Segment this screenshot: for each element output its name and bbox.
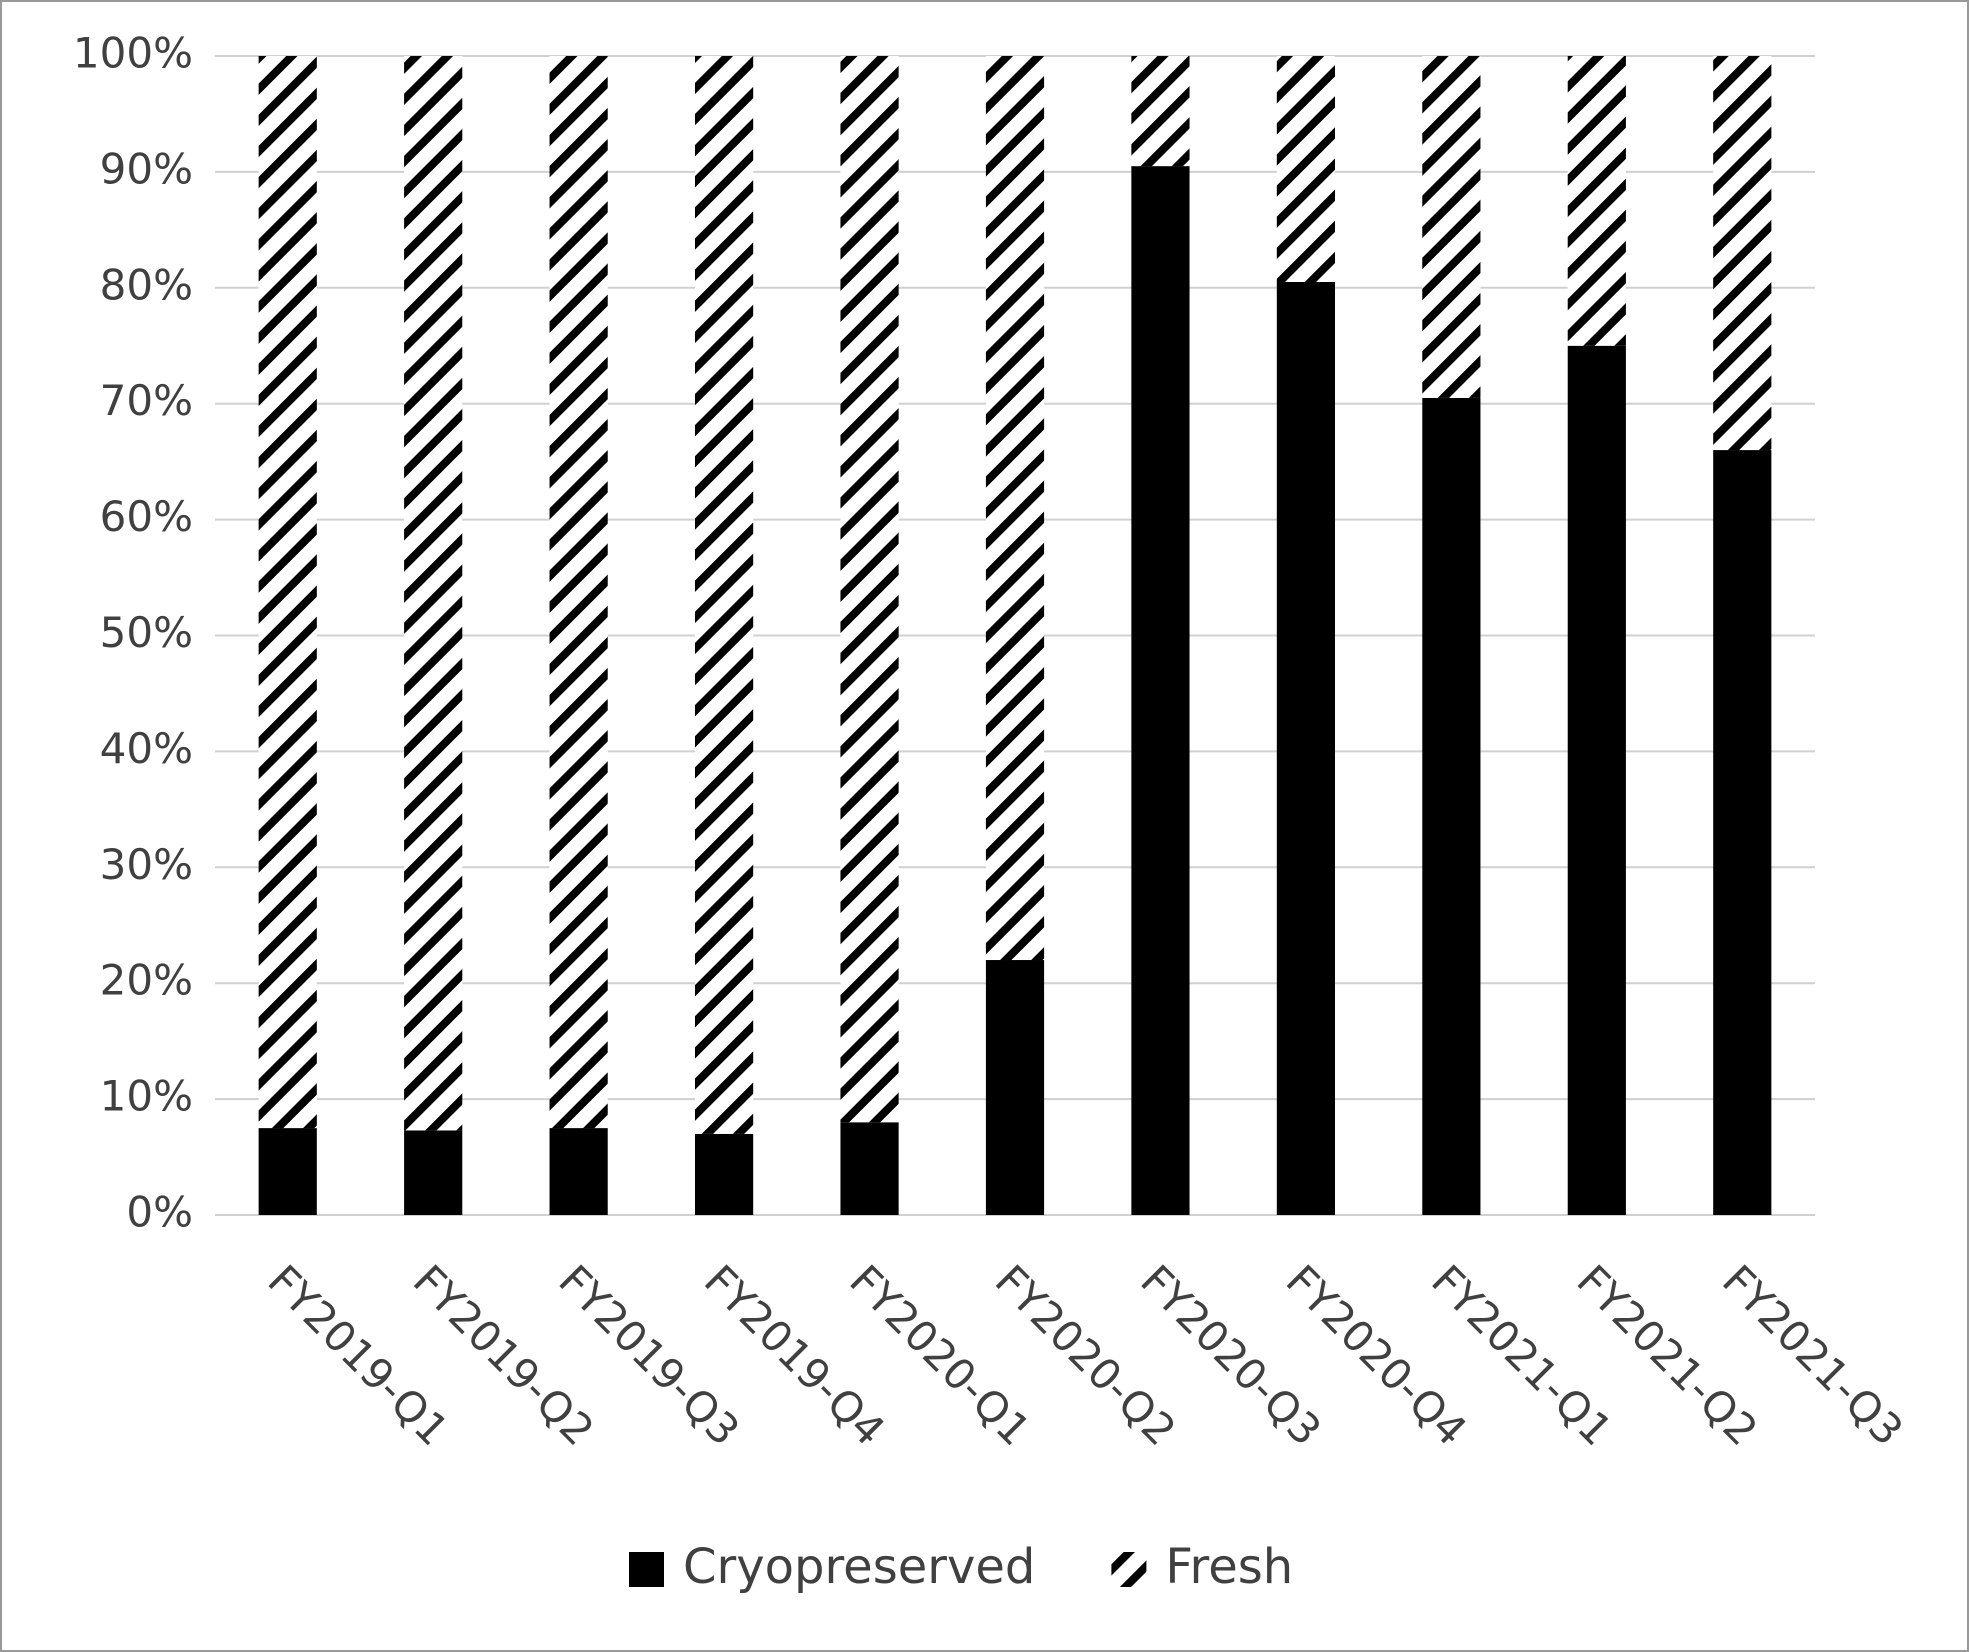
bar-segment bbox=[549, 1128, 608, 1215]
bar-segment bbox=[1131, 166, 1190, 1216]
y-tick-label: 90% bbox=[100, 144, 193, 193]
bar-segment bbox=[1567, 345, 1626, 1215]
bar-segment bbox=[840, 56, 899, 1123]
bar-segment bbox=[985, 56, 1045, 961]
bar-segment bbox=[1422, 56, 1481, 398]
bar-segment bbox=[1276, 282, 1335, 1215]
y-tick-label: 20% bbox=[100, 956, 193, 1005]
bar-segment bbox=[695, 56, 754, 1134]
bar-segment bbox=[1713, 450, 1772, 1215]
bar-segment bbox=[985, 960, 1045, 1215]
bar-segment bbox=[549, 56, 608, 1129]
bar-segment bbox=[1567, 56, 1626, 346]
bar-segment bbox=[258, 1128, 317, 1215]
y-tick-label: 50% bbox=[100, 608, 193, 657]
y-tick-label: 0% bbox=[126, 1188, 193, 1237]
bar-segment bbox=[840, 1122, 899, 1215]
bar-segment bbox=[1422, 397, 1481, 1215]
y-tick-label: 30% bbox=[100, 840, 193, 889]
bar-segment bbox=[404, 56, 463, 1131]
y-tick-label: 80% bbox=[100, 260, 193, 309]
bar-segment bbox=[1713, 56, 1772, 451]
bar-segment bbox=[1276, 56, 1335, 283]
y-tick-label: 70% bbox=[100, 376, 193, 425]
y-tick-label: 100% bbox=[73, 29, 193, 78]
legend-marker bbox=[629, 1552, 664, 1587]
y-tick-label: 60% bbox=[100, 492, 193, 541]
bar-segment bbox=[404, 1130, 463, 1215]
bar-segment bbox=[695, 1133, 754, 1215]
y-tick-label: 10% bbox=[100, 1072, 193, 1121]
legend-label: Fresh bbox=[1165, 1539, 1293, 1595]
y-tick-label: 40% bbox=[100, 724, 193, 773]
bar-segment bbox=[258, 56, 317, 1129]
bar-segment bbox=[1131, 56, 1190, 167]
legend-label: Cryopreserved bbox=[683, 1539, 1035, 1595]
legend-marker bbox=[1111, 1552, 1147, 1587]
